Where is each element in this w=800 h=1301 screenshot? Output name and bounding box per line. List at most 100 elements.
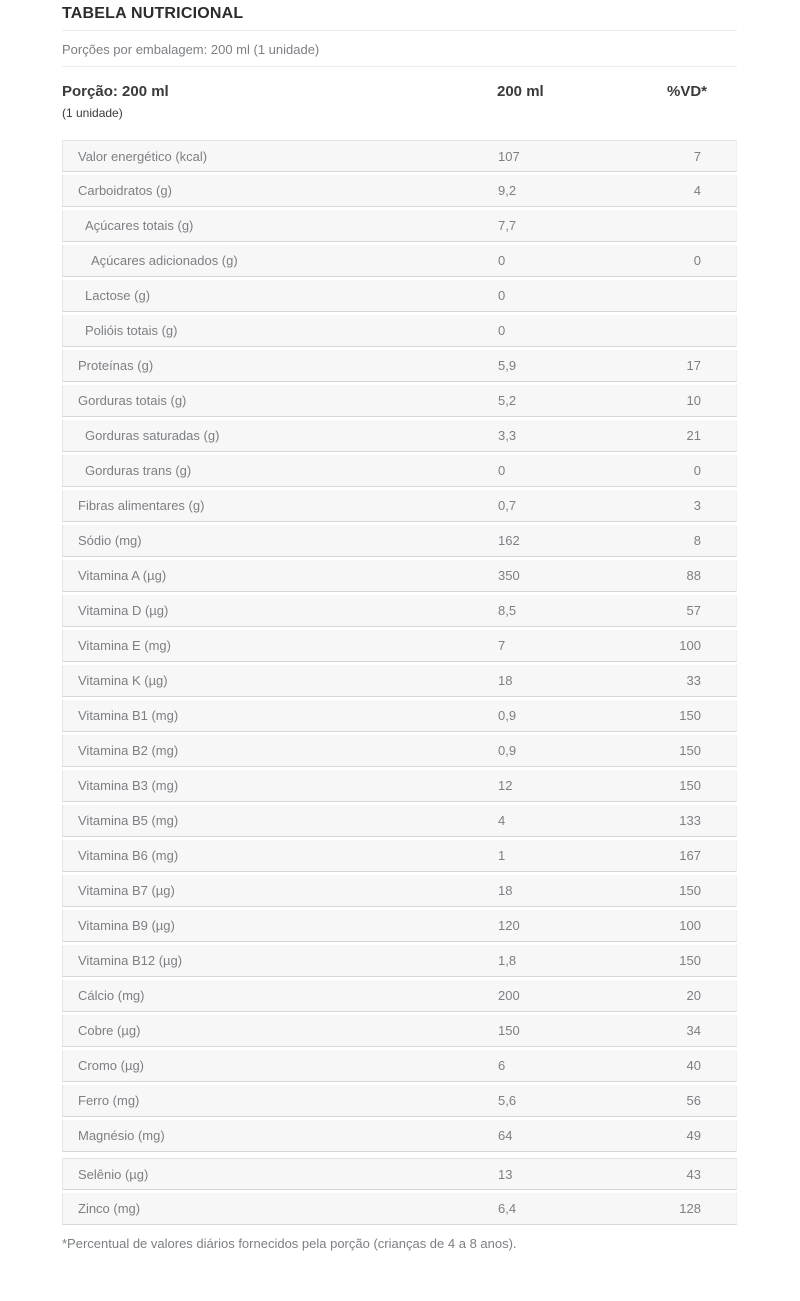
table-row: Valor energético (kcal) 107 7 bbox=[62, 140, 737, 172]
dv-value: 88 bbox=[686, 568, 701, 583]
nutrient-label: Carboidratos (g) bbox=[78, 183, 172, 198]
table-row: Cálcio (mg) 200 20 bbox=[62, 980, 737, 1012]
nutrient-label: Ferro (mg) bbox=[78, 1093, 140, 1108]
servings-per-package: Porções por embalagem: 200 ml (1 unidade… bbox=[62, 42, 320, 57]
dv-value: 0 bbox=[693, 253, 701, 268]
table-row: Fibras alimentares (g) 0,7 3 bbox=[62, 490, 737, 522]
table-header: Porção: 200 ml (1 unidade) 200 ml %VD* bbox=[62, 83, 737, 120]
dv-value: 150 bbox=[679, 743, 701, 758]
nutrient-label: Gorduras saturadas (g) bbox=[85, 428, 220, 443]
dv-value: 49 bbox=[686, 1128, 701, 1143]
nutrient-label: Vitamina K (µg) bbox=[78, 673, 168, 688]
dv-value: 33 bbox=[686, 673, 701, 688]
nutrient-label: Proteínas (g) bbox=[78, 358, 154, 373]
dv-value: 7 bbox=[693, 148, 701, 164]
footnote: *Percentual de valores diários fornecido… bbox=[62, 1236, 517, 1251]
amount-value: 6 bbox=[498, 1058, 506, 1073]
table-row: Vitamina B12 (µg) 1,8 150 bbox=[62, 945, 737, 977]
amount-value: 0,9 bbox=[498, 743, 517, 758]
dv-value: 150 bbox=[679, 708, 701, 723]
nutrient-label: Magnésio (mg) bbox=[78, 1128, 165, 1143]
nutrient-label: Vitamina D (µg) bbox=[78, 603, 169, 618]
nutrient-label: Vitamina A (µg) bbox=[78, 568, 167, 583]
page-title: TABELA NUTRICIONAL bbox=[62, 5, 244, 22]
table-row: Zinco (mg) 6,4 128 bbox=[62, 1193, 737, 1225]
table-row: Vitamina B6 (mg) 1 167 bbox=[62, 840, 737, 872]
table-row: Selênio (µg) 13 43 bbox=[62, 1158, 737, 1190]
table-row: Gorduras saturadas (g) 3,3 21 bbox=[62, 420, 737, 452]
nutrient-label: Açúcares adicionados (g) bbox=[91, 253, 238, 268]
amount-value: 6,4 bbox=[498, 1201, 517, 1216]
table-row: Cobre (µg) 150 34 bbox=[62, 1015, 737, 1047]
nutrient-label: Vitamina B1 (mg) bbox=[78, 708, 179, 723]
table-row: Vitamina B1 (mg) 0,9 150 bbox=[62, 700, 737, 732]
dv-value: 56 bbox=[686, 1093, 701, 1108]
table-row: Vitamina B7 (µg) 18 150 bbox=[62, 875, 737, 907]
nutrient-label: Vitamina B9 (µg) bbox=[78, 918, 175, 933]
amount-value: 5,2 bbox=[498, 393, 517, 408]
table-row: Gorduras trans (g) 0 0 bbox=[62, 455, 737, 487]
amount-value: 200 bbox=[498, 988, 520, 1003]
dv-value: 128 bbox=[679, 1201, 701, 1216]
dv-value: 167 bbox=[679, 848, 701, 863]
amount-value: 150 bbox=[498, 1023, 520, 1038]
amount-value: 8,5 bbox=[498, 603, 517, 618]
dv-value: 3 bbox=[693, 498, 701, 513]
dv-value: 150 bbox=[679, 778, 701, 793]
amount-value: 18 bbox=[498, 673, 513, 688]
amount-value: 4 bbox=[498, 813, 506, 828]
amount-value: 0 bbox=[498, 463, 506, 478]
nutrient-label: Vitamina B5 (mg) bbox=[78, 813, 179, 828]
dv-value: 4 bbox=[693, 183, 701, 198]
dv-value: 20 bbox=[686, 988, 701, 1003]
table-row: Cromo (µg) 6 40 bbox=[62, 1050, 737, 1082]
nutrient-label: Gorduras totais (g) bbox=[78, 393, 187, 408]
dv-value: 40 bbox=[686, 1058, 701, 1073]
nutrient-label: Vitamina B12 (µg) bbox=[78, 953, 183, 968]
nutrition-table: Valor energético (kcal) 107 7 Carboidratos … bbox=[62, 140, 737, 1225]
amount-value: 0 bbox=[498, 323, 506, 338]
amount-value: 120 bbox=[498, 918, 520, 933]
table-row: Vitamina B5 (mg) 4 133 bbox=[62, 805, 737, 837]
dv-value: 34 bbox=[686, 1023, 701, 1038]
table-row: Açúcares totais (g) 7,7 bbox=[62, 210, 737, 242]
nutrient-label: Gorduras trans (g) bbox=[85, 463, 192, 478]
table-row: Proteínas (g) 5,9 17 bbox=[62, 350, 737, 382]
amount-value: 7,7 bbox=[498, 218, 517, 233]
amount-value: 107 bbox=[498, 148, 520, 164]
table-row: Polióis totais (g) 0 bbox=[62, 315, 737, 347]
dv-value: 57 bbox=[686, 603, 701, 618]
divider bbox=[62, 30, 737, 31]
nutrient-label: Lactose (g) bbox=[85, 288, 151, 303]
nutrient-label: Vitamina E (mg) bbox=[78, 638, 171, 653]
amount-value: 3,3 bbox=[498, 428, 517, 443]
amount-value: 0,7 bbox=[498, 498, 517, 513]
nutrient-label: Vitamina B7 (µg) bbox=[78, 883, 175, 898]
dv-value: 0 bbox=[693, 463, 701, 478]
portion-label: Porção: 200 ml bbox=[62, 83, 169, 100]
divider bbox=[62, 66, 737, 67]
amount-value: 1,8 bbox=[498, 953, 517, 968]
table-row: Gorduras totais (g) 5,2 10 bbox=[62, 385, 737, 417]
amount-value: 0,9 bbox=[498, 708, 517, 723]
dv-value: 10 bbox=[686, 393, 701, 408]
table-row: Carboidratos (g) 9,2 4 bbox=[62, 175, 737, 207]
table-row: Vitamina K (µg) 18 33 bbox=[62, 665, 737, 697]
amount-value: 9,2 bbox=[498, 183, 517, 198]
nutrient-label: Zinco (mg) bbox=[78, 1201, 141, 1216]
dv-value: 43 bbox=[686, 1166, 701, 1182]
nutrient-label: Valor energético (kcal) bbox=[78, 148, 208, 164]
amount-value: 0 bbox=[498, 288, 506, 303]
amount-value: 162 bbox=[498, 533, 520, 548]
amount-value: 350 bbox=[498, 568, 520, 583]
amount-column-header: 200 ml bbox=[497, 83, 544, 100]
nutrient-label: Cálcio (mg) bbox=[78, 988, 145, 1003]
portion-header-cell: Porção: 200 ml (1 unidade) bbox=[62, 83, 497, 120]
dv-value: 100 bbox=[679, 918, 701, 933]
nutrient-label: Cromo (µg) bbox=[78, 1058, 144, 1073]
table-row: Magnésio (mg) 64 49 bbox=[62, 1120, 737, 1152]
table-row: Vitamina E (mg) 7 100 bbox=[62, 630, 737, 662]
nutrient-label: Vitamina B2 (mg) bbox=[78, 743, 179, 758]
table-row: Vitamina B2 (mg) 0,9 150 bbox=[62, 735, 737, 767]
